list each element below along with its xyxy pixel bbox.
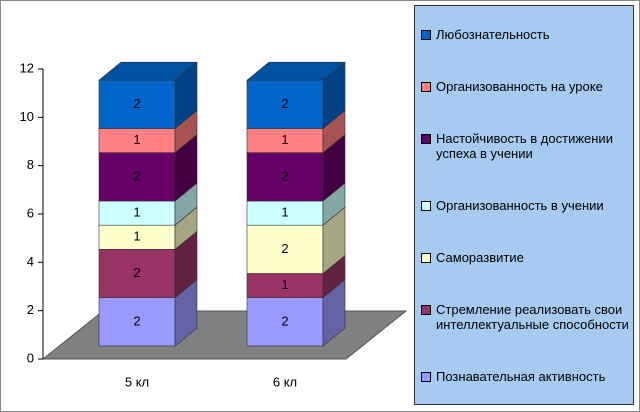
legend-label: Стремление реализовать свои интеллектуал… [436, 301, 629, 332]
bar-top [98, 61, 198, 81]
legend-item: Саморазвитие [421, 250, 629, 265]
bar-segment [98, 182, 198, 226]
value-label: 2 [281, 313, 288, 328]
value-label: 1 [281, 277, 288, 292]
bar-front [246, 200, 324, 226]
y-tick-label: 4 [27, 254, 34, 269]
bar-front [246, 152, 324, 202]
bar-segment [246, 206, 346, 275]
bar-segment [98, 279, 198, 347]
value-label: 1 [281, 205, 288, 220]
bar-segment [98, 109, 198, 154]
bar-front [246, 79, 324, 129]
legend-swatch [421, 200, 431, 211]
legend: Любознательность Организованность на урок… [414, 5, 634, 405]
bar-front [246, 128, 324, 153]
legend-swatch [421, 29, 431, 40]
legend-item: Настойчивость в достижении успеха в учен… [421, 131, 629, 161]
value-label: 2 [281, 168, 288, 183]
legend-label: Познавательная активность [436, 368, 606, 384]
value-label: 1 [133, 132, 140, 147]
bar-front [98, 297, 176, 347]
bar-segment [98, 61, 198, 130]
x-tick-label: 6 кл [273, 374, 297, 389]
bar-segment [246, 182, 346, 226]
value-label: 1 [281, 132, 288, 147]
legend-swatch [421, 252, 431, 263]
bar-front [246, 224, 324, 274]
y-tick-label: 10 [20, 109, 34, 124]
y-tick-label: 8 [27, 157, 34, 172]
legend-item: Стремление реализовать свои интеллектуал… [421, 302, 629, 332]
legend-swatch [421, 304, 431, 315]
value-label: 2 [133, 168, 140, 183]
bar-segment [98, 134, 198, 202]
bar-top [246, 61, 346, 81]
legend-label: Саморазвитие [436, 249, 524, 265]
legend-swatch [421, 81, 431, 92]
y-tick-label: 6 [27, 205, 34, 220]
bar-segment [246, 109, 346, 154]
legend-swatch [421, 371, 431, 382]
value-label: 2 [281, 96, 288, 111]
legend-item: Познавательная активность [421, 369, 629, 384]
value-label: 2 [133, 96, 140, 111]
bar-front [98, 152, 176, 202]
legend-item: Организованность на уроке [421, 79, 629, 94]
legend-label: Организованность на уроке [436, 78, 603, 94]
x-tick-label: 5 кл [125, 374, 149, 389]
bar-segment [246, 279, 346, 347]
y-tick-label: 2 [27, 302, 34, 317]
bar-front [98, 200, 176, 226]
legend-label: Настойчивость в достижении успеха в учен… [436, 130, 613, 161]
legend-item: Организованность в учении [421, 198, 629, 213]
value-label: 1 [133, 205, 140, 220]
value-label: 1 [133, 229, 140, 244]
y-tick-label: 12 [20, 60, 34, 75]
bar-segment [98, 230, 198, 299]
bar-segment [246, 134, 346, 202]
bar-front [98, 249, 176, 298]
value-label: 2 [133, 265, 140, 280]
legend-label: Организованность в учении [436, 197, 604, 213]
bar-front [246, 273, 324, 298]
bar-segment [246, 61, 346, 130]
bar-front [98, 79, 176, 129]
y-tick-label: 0 [27, 350, 34, 365]
legend-item: Любознательность [421, 27, 629, 42]
bar-front [98, 224, 176, 250]
floor [41, 310, 408, 360]
value-label: 2 [281, 241, 288, 256]
legend-swatch [421, 133, 431, 144]
value-label: 2 [133, 313, 140, 328]
legend-label: Любознательность [436, 26, 550, 42]
